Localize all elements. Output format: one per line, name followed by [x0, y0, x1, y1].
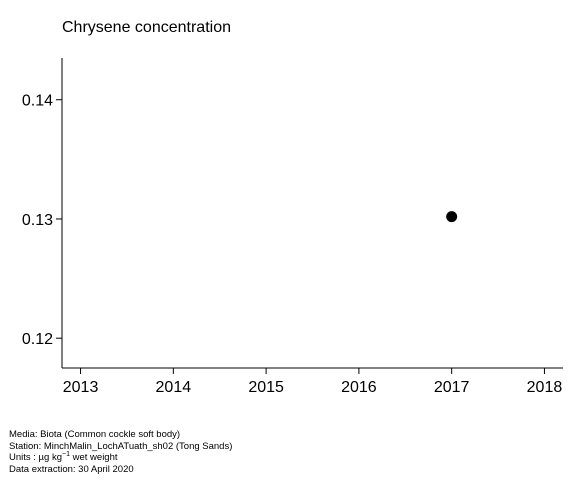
- chart-footer: Media: Biota (Common cockle soft body) S…: [9, 429, 232, 475]
- footer-media: Media: Biota (Common cockle soft body): [9, 429, 181, 440]
- x-tick-label: 2013: [63, 379, 99, 396]
- x-tick-label: 2014: [156, 379, 192, 396]
- x-tick-label: 2017: [434, 379, 470, 396]
- footer-units-prefix: Units : µg kg: [9, 452, 62, 463]
- data-points: [446, 211, 458, 223]
- x-tick-label: 2015: [248, 379, 284, 396]
- y-tick-label: 0.14: [22, 93, 53, 110]
- data-point: [446, 211, 458, 223]
- x-tick-label: 2016: [341, 379, 377, 396]
- footer-units-exponent: −1: [62, 450, 70, 458]
- x-ticks: 2013 2014 2015 2016 2017 2018: [63, 368, 563, 396]
- x-tick-label: 2018: [527, 379, 563, 396]
- footer-station: Station: MinchMalin_LochATuath_sh02 (Ton…: [9, 440, 233, 452]
- y-tick-label: 0.12: [22, 331, 53, 348]
- footer-units: Units : µg kg−1 wet weight: [9, 450, 232, 464]
- footer-units-suffix: wet weight: [69, 452, 118, 463]
- y-tick-label: 0.13: [22, 212, 53, 229]
- chart-title: Chrysene concentration: [62, 19, 231, 36]
- y-ticks: 0.12 0.13 0.14: [22, 93, 62, 348]
- footer-extraction: Data extraction: 30 April 2020: [9, 463, 134, 475]
